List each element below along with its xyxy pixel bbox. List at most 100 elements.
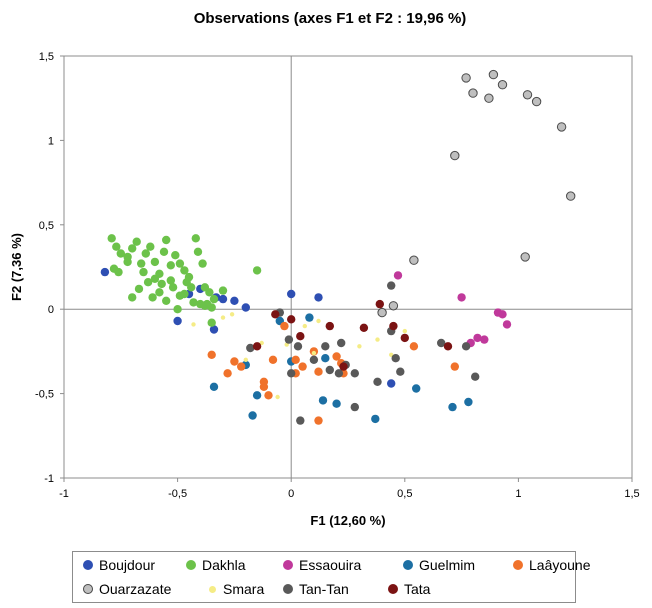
x-tick-label: -0,5	[168, 488, 187, 500]
point-boujdour	[100, 267, 110, 277]
point-dakhla	[168, 283, 178, 292]
legend-label-tan-tan: Tan-Tan	[299, 581, 349, 597]
legend-item-essaouira: Essaouira	[283, 557, 361, 573]
point-dakhla	[200, 301, 210, 310]
point-boujdour	[218, 294, 228, 304]
legend-label-ouarzazate: Ouarzazate	[99, 581, 172, 597]
point-laayoune	[291, 355, 300, 364]
legend-marker-tan-tan	[283, 584, 293, 594]
point-dakhla	[141, 249, 150, 258]
point-dakhla	[148, 293, 157, 302]
point-guelmim	[332, 399, 341, 408]
point-dakhla	[218, 286, 228, 295]
y-tick-label: -1	[44, 473, 54, 485]
point-laayoune	[264, 391, 273, 400]
point-tata	[375, 299, 384, 309]
point-smara	[243, 357, 248, 362]
point-dakhla	[137, 259, 146, 268]
point-smara	[357, 344, 362, 349]
point-dakhla	[166, 261, 175, 270]
point-dakhla	[166, 276, 175, 285]
legend-item-guelmim: Guelmim	[403, 557, 475, 573]
point-tata	[389, 321, 398, 331]
point-dakhla	[162, 296, 171, 305]
legend-marker-tata	[388, 584, 398, 594]
point-tan-tan	[373, 377, 382, 386]
point-smara	[220, 315, 226, 320]
point-guelmim	[209, 382, 219, 391]
point-laayoune	[409, 342, 419, 351]
point-ouarzazate	[409, 255, 419, 265]
point-dakhla	[114, 267, 123, 277]
point-dakhla	[146, 242, 155, 251]
point-tata	[296, 332, 305, 341]
point-tan-tan	[246, 343, 255, 353]
point-smara	[316, 318, 321, 324]
point-tan-tan	[391, 354, 400, 363]
point-tan-tan	[287, 369, 296, 378]
point-dakhla	[252, 266, 262, 275]
point-essaouira	[457, 293, 466, 302]
point-dakhla	[171, 251, 180, 260]
point-dakhla	[139, 267, 148, 277]
point-dakhla	[150, 257, 160, 267]
point-guelmim	[321, 354, 330, 363]
point-dakhla	[157, 279, 166, 289]
point-ouarzazate	[461, 73, 471, 83]
point-dakhla	[180, 266, 189, 275]
x-tick-label: -1	[59, 488, 69, 500]
x-tick-label: 0,5	[397, 488, 412, 500]
legend-item-laayoune: Laâyoune	[513, 557, 591, 573]
legend-label-essaouira: Essaouira	[299, 557, 362, 573]
point-ouarzazate	[531, 96, 542, 107]
point-tata	[271, 310, 280, 319]
legend-marker-ouarzazate	[83, 584, 93, 594]
point-dakhla	[198, 259, 207, 268]
point-dakhla	[173, 305, 182, 314]
point-tata	[443, 342, 453, 351]
point-ouarzazate	[484, 93, 494, 103]
point-laayoune	[298, 362, 307, 371]
x-axis-title: F1 (12,60 %)	[310, 513, 385, 528]
x-tick-label: 0	[288, 488, 294, 500]
point-dakhla	[159, 247, 169, 256]
point-tan-tan	[325, 365, 334, 375]
point-dakhla	[143, 278, 153, 287]
point-boujdour	[314, 293, 323, 302]
point-tan-tan	[387, 281, 396, 290]
legend-marker-smara	[209, 585, 216, 593]
legend-item-tan-tan: Tan-Tan	[283, 581, 349, 597]
legend-marker-guelmim	[403, 560, 413, 570]
point-ouarzazate	[488, 69, 499, 80]
point-tan-tan	[293, 342, 303, 351]
y-tick-label: 0,5	[39, 220, 54, 232]
point-dakhla	[205, 288, 214, 297]
point-tata	[252, 342, 262, 351]
point-tan-tan	[296, 416, 305, 425]
point-ouarzazate	[388, 301, 399, 311]
point-laayoune	[237, 362, 246, 371]
point-essaouira	[502, 320, 512, 329]
x-tick-label: 1,5	[624, 488, 639, 500]
point-boujdour	[230, 296, 239, 305]
point-ouarzazate	[468, 88, 478, 98]
point-tata	[325, 321, 334, 331]
x-tick-label: 1	[515, 488, 521, 500]
point-smara	[402, 328, 407, 334]
point-laayoune	[280, 321, 289, 331]
point-tata	[400, 333, 409, 343]
legend-label-laayoune: Laâyoune	[529, 557, 591, 573]
point-essaouira	[393, 271, 403, 280]
point-dakhla	[207, 303, 216, 312]
legend-marker-boujdour	[83, 560, 93, 570]
point-guelmim	[464, 397, 473, 407]
point-dakhla	[123, 257, 132, 267]
point-dakhla	[187, 283, 196, 292]
point-tan-tan	[437, 338, 446, 348]
point-laayoune	[332, 352, 341, 361]
legend-label-tata: Tata	[404, 581, 431, 597]
point-dakhla	[191, 234, 200, 243]
point-tan-tan	[350, 402, 359, 412]
point-guelmim	[448, 402, 457, 412]
point-tan-tan	[321, 342, 330, 351]
